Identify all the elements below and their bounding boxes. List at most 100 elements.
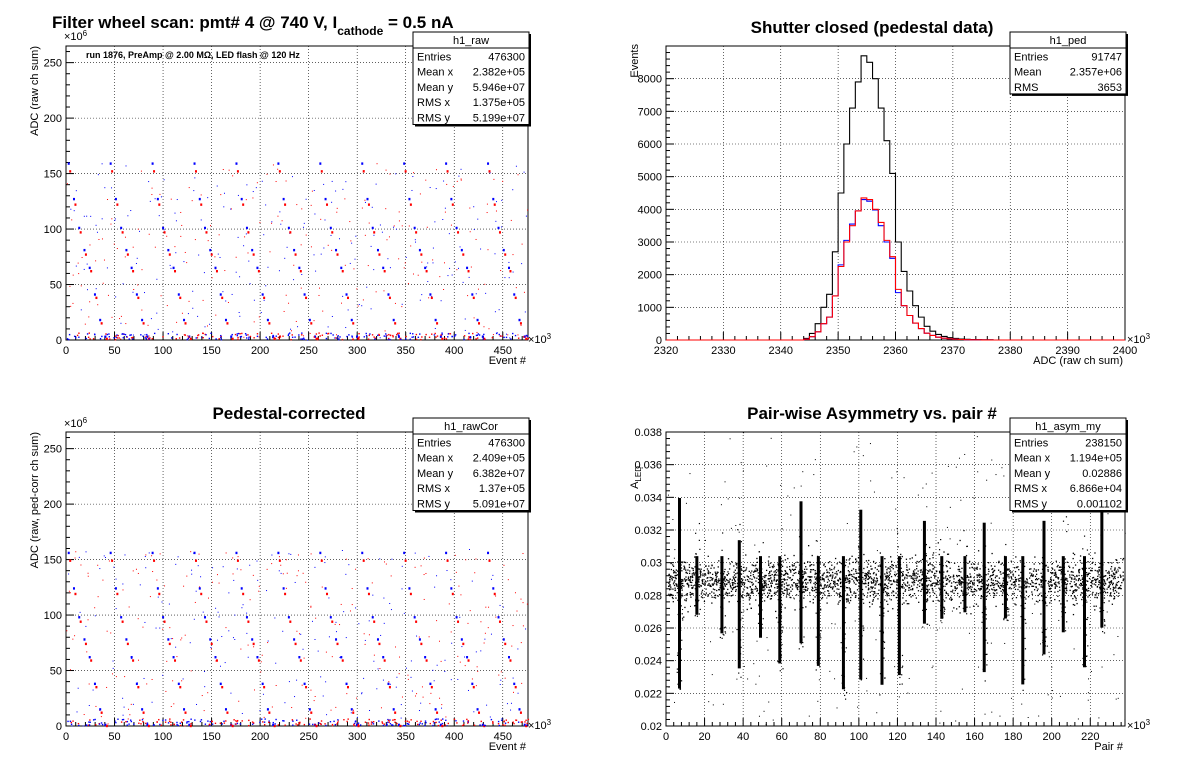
transition-point bbox=[286, 572, 288, 574]
pair-point bbox=[711, 596, 713, 598]
pair-point bbox=[819, 571, 821, 573]
on-point bbox=[72, 587, 75, 590]
transition-point bbox=[258, 585, 260, 587]
pair-point bbox=[863, 574, 866, 577]
baseline-point bbox=[418, 723, 421, 726]
pair-point bbox=[931, 571, 933, 573]
pair-point bbox=[714, 589, 716, 591]
transition-point bbox=[510, 709, 512, 711]
off-point bbox=[462, 642, 465, 646]
pair-point bbox=[1054, 586, 1057, 588]
pair-point bbox=[930, 580, 932, 582]
transition-point bbox=[95, 224, 97, 226]
pair-point bbox=[802, 571, 804, 573]
pair-point bbox=[691, 581, 693, 584]
transition-point bbox=[181, 224, 183, 226]
off-point bbox=[493, 592, 496, 596]
pair-point bbox=[876, 568, 878, 571]
pair-point bbox=[1047, 566, 1049, 568]
transition-point bbox=[272, 164, 274, 166]
pair-point bbox=[793, 569, 795, 571]
transition-point bbox=[457, 655, 459, 657]
off-point bbox=[215, 270, 218, 273]
pair-point bbox=[668, 573, 670, 576]
off-point bbox=[514, 296, 517, 300]
transition-point bbox=[395, 646, 397, 648]
transition-point bbox=[103, 555, 105, 557]
transition-point bbox=[194, 177, 196, 179]
transition-point bbox=[207, 197, 209, 199]
pair-point bbox=[1065, 583, 1068, 586]
pair-point bbox=[966, 606, 968, 608]
pair-point bbox=[707, 580, 709, 582]
baseline-point bbox=[115, 721, 117, 724]
pair-point bbox=[688, 579, 690, 581]
off-point bbox=[409, 592, 412, 596]
baseline-point bbox=[429, 722, 432, 725]
pair-point bbox=[786, 566, 788, 568]
pair-point bbox=[1072, 571, 1074, 573]
off-point bbox=[430, 296, 433, 300]
pair-point bbox=[1000, 584, 1002, 587]
pair-point bbox=[1097, 572, 1099, 574]
baseline-point bbox=[98, 723, 101, 725]
transition-point bbox=[468, 276, 470, 278]
pair-point bbox=[874, 567, 876, 569]
baseline-point bbox=[348, 334, 350, 336]
spike-point bbox=[739, 663, 741, 665]
transition-point bbox=[232, 557, 234, 559]
transition-point bbox=[255, 187, 257, 189]
pair-point bbox=[810, 576, 812, 578]
pair-point bbox=[928, 546, 931, 549]
off-point bbox=[79, 231, 82, 234]
baseline-point bbox=[85, 337, 87, 340]
pair-point bbox=[830, 575, 832, 577]
off-point bbox=[388, 685, 391, 689]
pair-point bbox=[698, 579, 700, 581]
baseline-point bbox=[365, 332, 367, 335]
baseline-point bbox=[115, 335, 117, 337]
pair-point bbox=[863, 567, 865, 570]
baseline-point bbox=[447, 333, 450, 335]
pair-point bbox=[681, 586, 683, 589]
transition-point bbox=[488, 606, 490, 608]
baseline-point bbox=[256, 335, 259, 338]
transition-point bbox=[191, 200, 193, 202]
transition-point bbox=[427, 262, 429, 264]
transition-point bbox=[260, 312, 262, 314]
on-point bbox=[471, 293, 474, 296]
pair-point bbox=[827, 576, 829, 578]
baseline-point bbox=[303, 338, 306, 341]
on-point bbox=[245, 616, 248, 619]
spike-band bbox=[678, 497, 681, 689]
transition-point bbox=[215, 314, 217, 316]
transition-point bbox=[486, 203, 488, 205]
pair-point bbox=[1088, 572, 1090, 574]
panel-asymmetry: Pair-wise Asymmetry vs. pair # 0 20 40 60 80… bbox=[629, 404, 1151, 753]
pair-point bbox=[1040, 586, 1042, 588]
y-tick-label: 0.03 bbox=[641, 558, 662, 570]
pair-point bbox=[719, 582, 721, 585]
pair-point bbox=[749, 603, 751, 605]
pair-point bbox=[771, 582, 773, 584]
transition-point bbox=[282, 630, 284, 632]
stats-value: 5.199e+07 bbox=[473, 113, 525, 125]
pair-point bbox=[1091, 570, 1093, 572]
pair-point bbox=[916, 560, 918, 563]
pair-point bbox=[814, 581, 816, 583]
pair-point bbox=[790, 579, 793, 581]
baseline-point bbox=[517, 721, 520, 723]
off-point bbox=[504, 253, 507, 256]
pair-point bbox=[788, 577, 790, 579]
transition-point bbox=[511, 645, 513, 647]
transition-point bbox=[345, 327, 347, 329]
baseline-point bbox=[419, 722, 421, 724]
transition-point bbox=[395, 686, 397, 688]
pair-point bbox=[768, 572, 770, 575]
transition-point bbox=[265, 285, 267, 287]
transition-point bbox=[473, 317, 475, 319]
transition-point bbox=[237, 556, 239, 558]
baseline-point bbox=[194, 719, 196, 721]
transition-point bbox=[364, 643, 366, 645]
baseline-point bbox=[527, 337, 530, 340]
